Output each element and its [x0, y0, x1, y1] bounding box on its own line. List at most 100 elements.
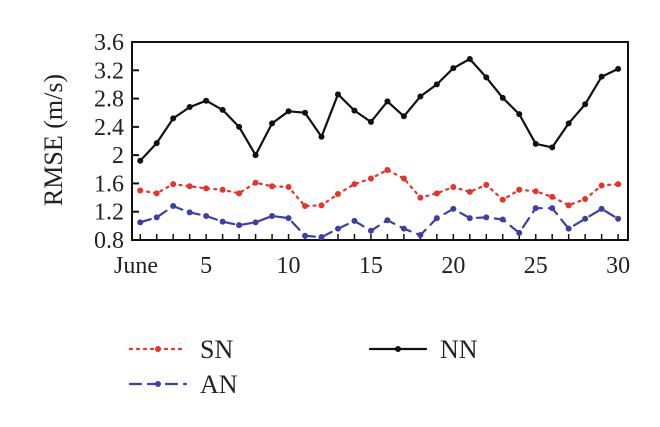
legend-label-nn: NN	[440, 335, 478, 364]
data-point-an	[532, 205, 539, 212]
y-tick-label: 2	[112, 143, 124, 169]
data-point-nn	[269, 120, 276, 127]
x-tick-label: 5	[200, 253, 212, 279]
data-point-sn	[170, 181, 177, 188]
data-point-an	[598, 205, 605, 212]
data-point-sn	[400, 175, 407, 182]
data-point-sn	[433, 190, 440, 197]
y-tick-label: 1.2	[94, 200, 124, 226]
data-point-an	[433, 215, 440, 222]
data-point-an	[219, 218, 226, 225]
x-tick-label: 20	[441, 253, 465, 279]
data-point-nn	[334, 91, 341, 98]
data-point-sn	[565, 202, 572, 209]
data-point-nn	[170, 115, 177, 122]
data-point-nn	[236, 123, 243, 130]
y-tick-label: 3.2	[94, 58, 124, 84]
data-point-an	[450, 205, 457, 212]
data-point-nn	[516, 111, 523, 118]
series-line-nn	[139, 57, 620, 162]
data-point-sn	[302, 203, 309, 210]
series-line-an	[139, 205, 620, 239]
data-point-sn	[367, 175, 374, 182]
data-point-sn	[269, 183, 276, 190]
legend-marker-nn	[395, 346, 401, 352]
series-an	[137, 203, 622, 241]
data-point-nn	[203, 97, 210, 104]
data-point-nn	[615, 65, 622, 72]
data-point-an	[417, 232, 424, 239]
data-point-an	[367, 227, 374, 234]
data-point-sn	[219, 186, 226, 193]
data-point-sn	[466, 188, 473, 195]
data-point-an	[582, 215, 589, 222]
data-point-sn	[615, 181, 622, 188]
data-point-an	[137, 219, 144, 226]
data-point-sn	[450, 183, 457, 190]
data-point-an	[351, 217, 358, 224]
data-point-an	[483, 214, 490, 221]
data-point-an	[466, 215, 473, 222]
data-point-sn	[186, 183, 193, 190]
data-point-nn	[433, 81, 440, 88]
data-point-an	[549, 205, 556, 212]
legend-label-sn: SN	[200, 335, 233, 364]
x-tick-label: 30	[606, 253, 630, 279]
series-layer	[137, 55, 622, 241]
data-point-nn	[252, 152, 259, 159]
data-point-an	[236, 222, 243, 229]
data-point-nn	[153, 140, 160, 147]
data-point-sn	[598, 182, 605, 189]
data-point-sn	[549, 193, 556, 200]
data-point-nn	[582, 101, 589, 108]
data-point-sn	[252, 179, 259, 186]
y-axis: 0.81.2 1.622.42.8 3.23.6	[94, 30, 139, 254]
data-point-an	[285, 215, 292, 222]
data-point-sn	[137, 187, 144, 194]
data-point-sn	[417, 194, 424, 201]
y-tick-label: 3.6	[94, 30, 124, 56]
legend-item-nn: NN	[368, 335, 478, 364]
data-point-sn	[334, 191, 341, 198]
data-point-nn	[565, 120, 572, 127]
x-tick-label: 15	[359, 253, 383, 279]
data-point-nn	[137, 157, 144, 164]
data-point-nn	[400, 113, 407, 120]
data-point-an	[400, 225, 407, 232]
data-point-an	[565, 225, 572, 232]
y-axis-title: RMSE (m/s)	[39, 74, 68, 206]
data-point-an	[203, 212, 210, 219]
data-point-sn	[516, 186, 523, 193]
data-point-nn	[532, 140, 539, 147]
series-nn	[137, 55, 622, 164]
data-point-nn	[417, 93, 424, 100]
y-tick-label: 1.6	[94, 171, 124, 197]
data-point-an	[384, 217, 391, 224]
data-point-nn	[483, 74, 490, 81]
plot-frame	[131, 41, 629, 241]
data-point-an	[334, 225, 341, 232]
y-tick-label: 0.8	[94, 228, 124, 254]
data-point-an	[153, 214, 160, 221]
legend-marker-sn	[155, 346, 161, 352]
data-point-sn	[483, 181, 490, 188]
data-point-sn	[582, 195, 589, 202]
data-point-an	[186, 209, 193, 216]
legend: SN AN NN	[128, 335, 478, 399]
x-tick-label: June	[114, 253, 158, 279]
data-point-sn	[153, 190, 160, 197]
legend-label-an: AN	[200, 370, 238, 399]
data-point-sn	[318, 202, 325, 209]
data-point-sn	[285, 183, 292, 190]
x-tick-label: 10	[277, 253, 301, 279]
data-point-nn	[219, 106, 226, 113]
data-point-sn	[203, 185, 210, 192]
data-point-nn	[285, 108, 292, 115]
data-point-nn	[367, 118, 374, 125]
data-point-an	[615, 215, 622, 222]
x-tick-label: 25	[524, 253, 548, 279]
series-sn	[137, 166, 622, 210]
data-point-nn	[499, 94, 506, 101]
